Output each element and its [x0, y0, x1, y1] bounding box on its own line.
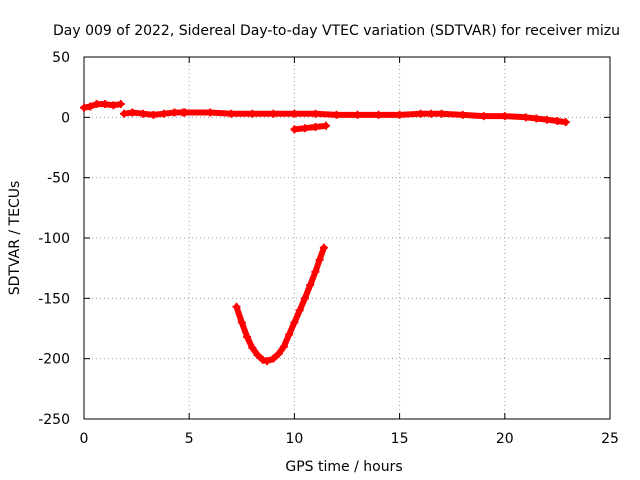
data-point — [269, 109, 278, 118]
data-point — [311, 122, 320, 131]
data-point — [274, 349, 283, 358]
data-point — [248, 109, 257, 118]
data-point — [353, 110, 362, 119]
series — [80, 100, 570, 366]
data-point — [521, 113, 530, 122]
y-tick-label: 0 — [61, 110, 70, 126]
data-point — [295, 306, 304, 315]
data-point — [119, 109, 128, 118]
y-axis-label: SDTVAR / TECUs — [7, 181, 23, 296]
x-tick-label: 0 — [80, 431, 89, 447]
data-point — [542, 115, 551, 124]
y-tick-label: -150 — [38, 291, 70, 307]
data-point — [253, 351, 262, 360]
y-tick-label: 50 — [52, 50, 70, 66]
x-tick-label: 20 — [496, 431, 514, 447]
data-point — [458, 110, 467, 119]
data-point — [92, 100, 101, 109]
data-point — [138, 109, 147, 118]
data-point — [553, 116, 562, 125]
series-line-segment-4 — [291, 122, 329, 133]
data-point — [258, 355, 267, 364]
data-point — [285, 330, 294, 339]
x-tick-label: 10 — [285, 431, 303, 447]
data-point — [321, 121, 330, 130]
x-axis-label: GPS time / hours — [285, 459, 402, 475]
data-point — [290, 109, 299, 118]
y-tick-label: -100 — [38, 231, 70, 247]
ticks: 0 5 10 15 20 25 50 0 -50 -100 -150 -200 -250 — [38, 50, 619, 447]
series-line-segment-3 — [182, 109, 569, 126]
x-tick-label: 25 — [601, 431, 619, 447]
data-point — [500, 112, 509, 121]
y-tick-label: -200 — [38, 352, 70, 368]
data-point — [479, 112, 488, 121]
x-tick-label: 5 — [185, 431, 194, 447]
data-point — [86, 102, 95, 111]
data-point — [374, 110, 383, 119]
data-point — [561, 118, 570, 127]
data-point — [395, 110, 404, 119]
data-point — [315, 255, 324, 264]
data-point — [416, 109, 425, 118]
data-point — [332, 110, 341, 119]
data-point — [319, 243, 328, 252]
data-point — [128, 108, 137, 117]
data-point — [101, 100, 110, 109]
data-point — [180, 108, 189, 117]
data-point — [427, 109, 436, 118]
x-tick-label: 15 — [391, 431, 409, 447]
y-tick-label: -250 — [38, 412, 70, 428]
data-point — [232, 302, 241, 311]
data-point — [290, 125, 299, 134]
data-point — [311, 109, 320, 118]
data-point — [149, 110, 158, 119]
data-point — [227, 109, 236, 118]
data-point — [437, 109, 446, 118]
data-point — [237, 318, 246, 327]
data-point — [279, 342, 288, 351]
data-point — [80, 103, 88, 112]
data-point — [311, 267, 320, 276]
data-point — [306, 281, 315, 290]
data-point — [290, 318, 299, 327]
data-point — [300, 124, 309, 133]
data-point — [159, 109, 168, 118]
data-point — [263, 357, 272, 366]
chart-title: Day 009 of 2022, Sidereal Day-to-day VTE… — [53, 23, 620, 39]
data-point — [300, 294, 309, 303]
data-point — [206, 108, 215, 117]
data-point — [116, 100, 125, 109]
data-point — [532, 114, 541, 123]
data-point — [248, 343, 257, 352]
data-point — [243, 332, 252, 341]
data-point — [170, 108, 179, 117]
data-point — [269, 354, 278, 363]
y-tick-label: -50 — [47, 171, 70, 187]
data-point — [109, 101, 118, 110]
